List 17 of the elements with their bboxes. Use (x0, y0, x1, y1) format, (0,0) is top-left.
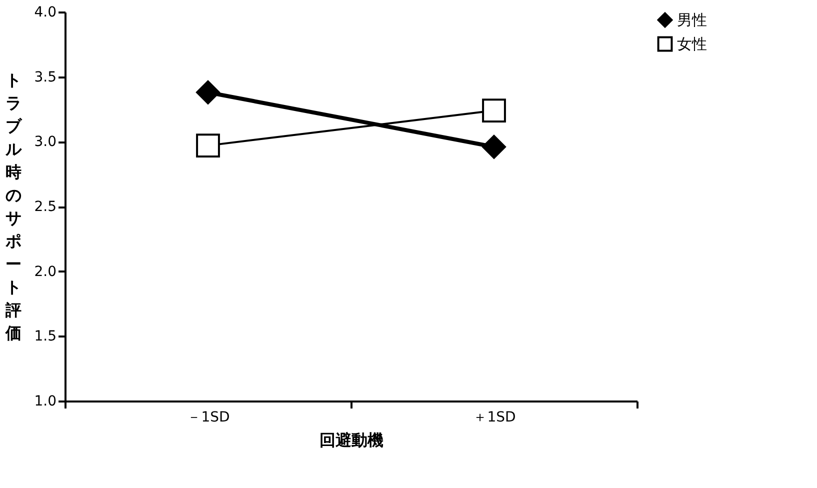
x-tick-label: ＋1SD (473, 410, 516, 426)
point (196, 134, 220, 158)
legend-label: 男性 (677, 11, 707, 29)
legend-label: 女性 (677, 35, 707, 53)
y-tick-label: 1.0 (34, 394, 56, 410)
y-tick-label: 3.0 (34, 134, 56, 150)
y-tick-label: 2.5 (34, 199, 56, 215)
point (482, 98, 506, 122)
x-tick-label: －1SD (187, 410, 230, 426)
point (196, 80, 220, 104)
point (482, 134, 506, 159)
y-tick-label: 4.0 (34, 4, 56, 20)
y-tick-label: 1.5 (34, 328, 56, 345)
y-tick-label: 2.0 (34, 264, 56, 280)
x-axis-title: 回避動機 (320, 430, 384, 450)
text: トラブル時のサポート評価 (6, 70, 22, 342)
y-tick-label: 3.5 (34, 69, 56, 86)
